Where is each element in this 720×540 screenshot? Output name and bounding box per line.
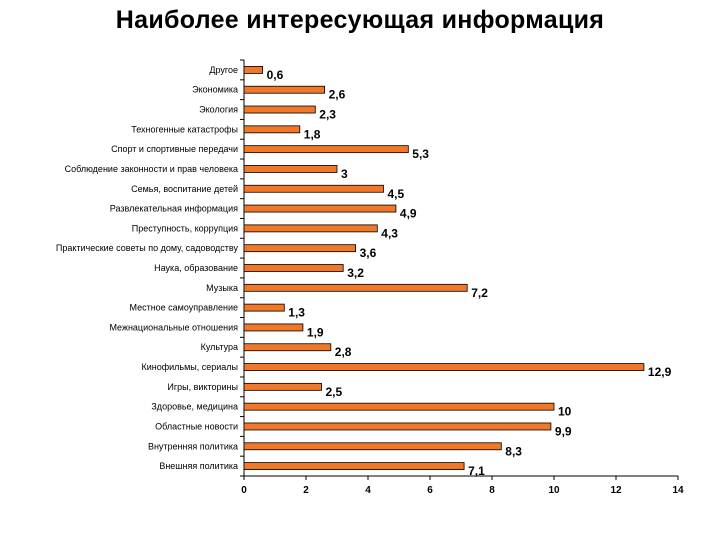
bar (243, 402, 555, 411)
x-tick-label: 14 (672, 485, 684, 496)
value-label: 5,3 (412, 147, 429, 161)
bar (243, 323, 304, 332)
bar (243, 105, 316, 114)
value-label: 4,9 (400, 207, 417, 221)
category-label: Здоровье, медицина (151, 402, 238, 412)
category-label: Музыка (206, 283, 238, 293)
page-title: Наиболее интересующая информация (115, 6, 605, 34)
category-label: Культура (201, 342, 238, 352)
x-tick-label: 10 (548, 485, 560, 496)
value-label: 8,3 (505, 444, 522, 458)
bar (243, 66, 264, 74)
category-label: Внешняя политика (159, 461, 238, 471)
category-label: Игры, викторины (167, 382, 238, 392)
category-label: Местное самоуправление (129, 303, 238, 313)
category-label: Внутренняя политика (148, 441, 238, 451)
bar (243, 442, 502, 451)
category-label: Преступность, коррупция (132, 223, 238, 233)
value-label: 2,3 (319, 108, 336, 122)
value-label: 4,5 (388, 187, 405, 201)
bar (243, 303, 285, 312)
bar (243, 224, 378, 233)
value-label: 1,3 (288, 306, 305, 320)
category-label: Спорт и спортивные передачи (111, 144, 238, 154)
bar (243, 382, 322, 391)
category-label: Экология (199, 105, 238, 115)
category-label: Кинофильмы, сериалы (141, 362, 238, 372)
value-label: 12,9 (648, 365, 672, 379)
bar (243, 184, 384, 193)
category-label: Практические советы по дому, садоводству (56, 243, 239, 253)
bar (243, 145, 409, 154)
value-label: 0,6 (267, 68, 284, 82)
category-label: Межнациональные отношения (109, 322, 238, 332)
bar (243, 343, 332, 352)
bar (243, 165, 338, 173)
bar (243, 363, 645, 371)
bar (243, 85, 325, 94)
x-tick-label: 0 (241, 485, 247, 496)
bar (243, 125, 301, 134)
x-tick-label: 2 (303, 485, 309, 496)
x-tick-label: 12 (610, 485, 622, 496)
bar (243, 422, 552, 431)
category-label: Развлекательная информация (110, 204, 238, 214)
category-label: Другое (209, 65, 238, 75)
value-label: 7,2 (471, 286, 488, 300)
value-label: 2,5 (326, 385, 343, 399)
value-label: 3,6 (360, 246, 377, 260)
value-label: 7,1 (468, 464, 485, 478)
value-label: 1,9 (307, 325, 324, 339)
category-label: Областные новости (155, 421, 238, 431)
bar (243, 244, 356, 253)
value-label: 2,8 (335, 345, 352, 359)
bar (243, 462, 465, 470)
category-label: Экономика (192, 85, 238, 95)
value-label: 4,3 (381, 226, 398, 240)
x-tick-label: 8 (489, 485, 495, 496)
x-tick-label: 6 (427, 485, 433, 496)
value-label: 9,9 (555, 424, 572, 438)
bar (243, 204, 397, 213)
bar (243, 283, 468, 292)
value-label: 3,2 (347, 266, 364, 280)
value-label: 1,8 (304, 127, 321, 141)
category-label: Соблюдение законности и прав человека (65, 164, 238, 174)
category-label: Техногенные катастрофы (131, 124, 238, 134)
value-label: 3 (341, 167, 348, 181)
value-label: 10 (558, 405, 572, 419)
value-label: 2,6 (329, 88, 346, 102)
category-label: Наука, образование (154, 263, 238, 273)
bar (243, 264, 344, 272)
category-label: Семья, воспитание детей (131, 184, 238, 194)
x-tick-label: 4 (365, 485, 371, 496)
